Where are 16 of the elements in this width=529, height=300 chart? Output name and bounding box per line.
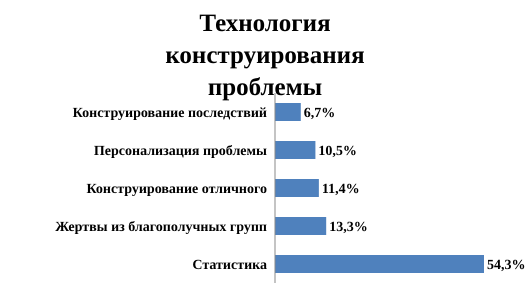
- bar: [275, 255, 484, 273]
- data-label: 6,7%: [304, 106, 336, 121]
- y-tick-label: Персонализация проблемы: [94, 144, 268, 159]
- y-tick-label: Конструирование последствий: [72, 106, 267, 121]
- data-label: 13,3%: [329, 220, 368, 235]
- data-label: 10,5%: [318, 144, 357, 159]
- y-tick-label: Жертвы из благополучных групп: [55, 220, 267, 235]
- data-label: 11,4%: [322, 182, 360, 197]
- data-label: 54,3%: [487, 258, 526, 273]
- y-tick-label: Конструирование отличного: [86, 182, 267, 197]
- y-tick-label: Статистика: [192, 258, 267, 273]
- bar: [275, 103, 301, 121]
- bar: [275, 217, 326, 235]
- bar: [275, 141, 316, 159]
- chart-title: Технология конструирования проблемы: [164, 9, 366, 103]
- bar: [275, 179, 319, 197]
